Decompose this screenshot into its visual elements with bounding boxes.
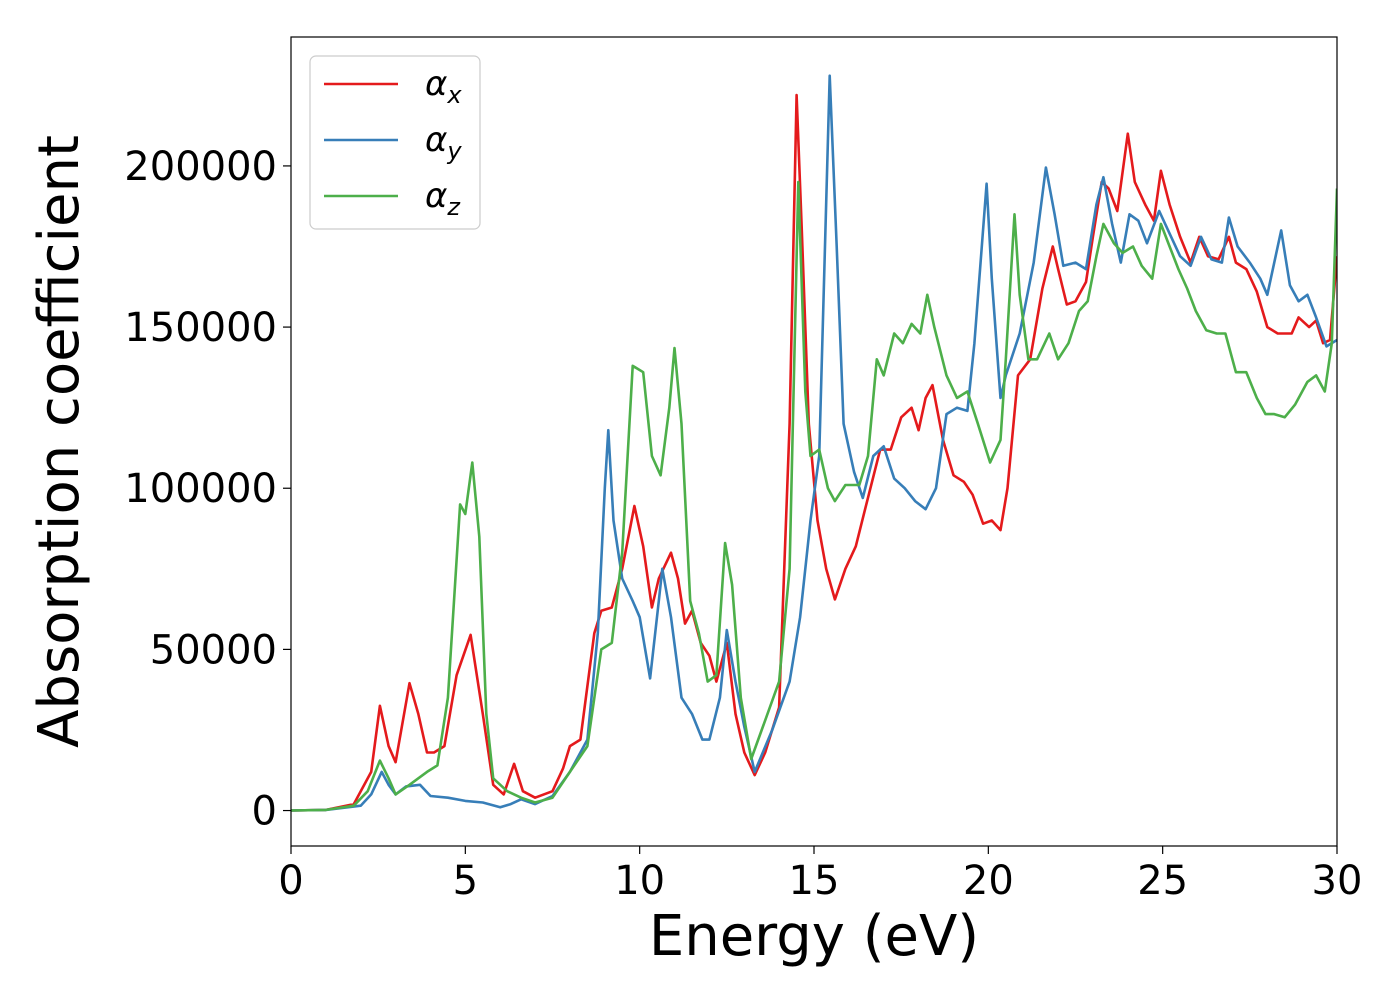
x-tick-label: 30 [1312,858,1363,904]
x-tick-label: 0 [278,858,303,904]
legend-label-subscript: x [446,81,462,109]
legend-label-subscript: y [446,137,462,165]
y-tick-label: 200000 [124,144,277,190]
x-tick-label: 5 [453,858,478,904]
y-axis-title: Absorption coefficient [27,135,92,748]
absorption-chart: 0 5 10 15 20 25 30 0 50000 100000 150000 200000 Ene… [0,0,1400,1000]
x-tick-label: 15 [789,858,840,904]
x-axis-title: Energy (eV) [649,904,979,969]
y-tick-label: 0 [252,789,277,835]
x-tick-label: 10 [614,858,665,904]
y-tick-label: 150000 [124,305,277,351]
x-tick-label: 25 [1137,858,1188,904]
legend-label-subscript: z [446,193,461,221]
x-tick-label: 20 [963,858,1014,904]
y-tick-label: 100000 [124,466,277,512]
y-tick-label: 50000 [150,627,277,673]
